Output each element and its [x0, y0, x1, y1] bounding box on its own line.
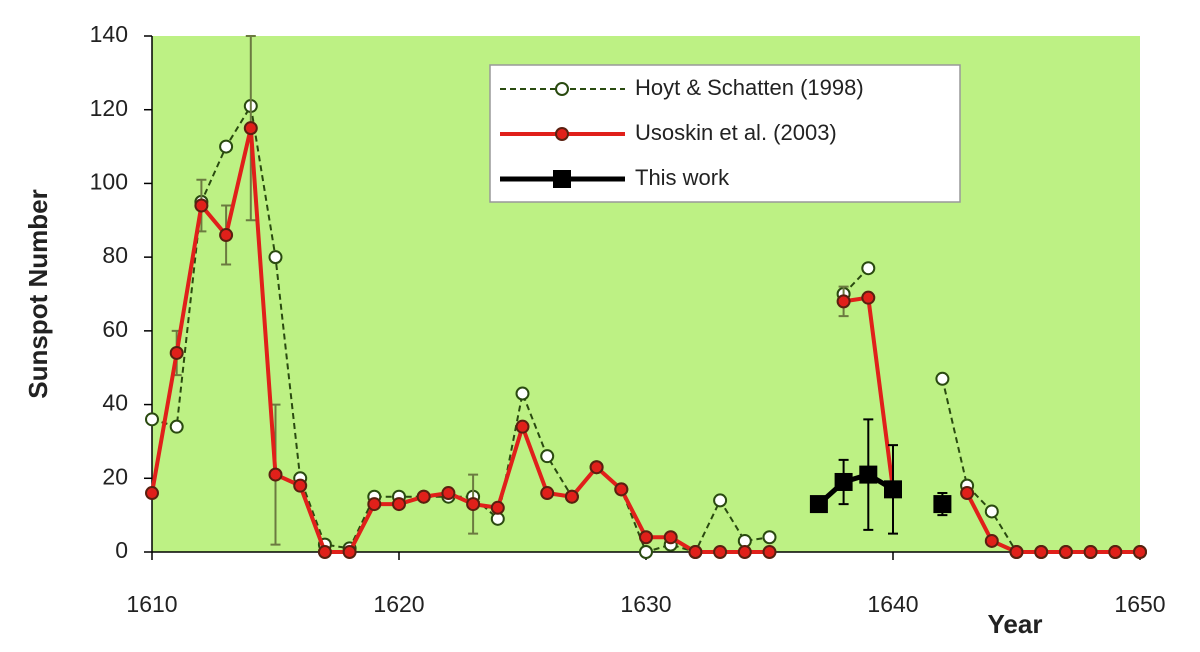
data-point: [935, 371, 950, 386]
data-point: [1133, 545, 1147, 559]
x-axis-title: Year: [988, 609, 1043, 639]
y-tick-label: 0: [115, 537, 128, 563]
data-point: [639, 545, 653, 559]
data-point: [1009, 545, 1024, 559]
data-point: [663, 530, 678, 545]
data-point: [564, 489, 579, 504]
data-point: [1058, 545, 1073, 559]
data-point: [515, 386, 530, 401]
data-point: [466, 497, 481, 512]
data-point: [762, 545, 777, 559]
data-point: [861, 290, 876, 305]
legend-marker: [553, 170, 571, 188]
data-point: [169, 419, 184, 434]
data-point: [416, 489, 431, 504]
data-point: [1108, 545, 1123, 559]
data-point: [688, 545, 703, 559]
data-point: [317, 545, 332, 559]
data-point: [441, 486, 456, 501]
data-point: [589, 460, 604, 475]
data-point: [169, 345, 184, 360]
x-tick-label: 1610: [126, 591, 177, 617]
data-point: [219, 228, 234, 243]
data-point: [713, 545, 728, 559]
data-point: [809, 495, 828, 514]
data-point: [884, 480, 902, 499]
data-point: [1034, 545, 1049, 559]
y-tick-label: 100: [90, 169, 128, 195]
data-point: [540, 486, 555, 501]
y-tick-label: 80: [102, 242, 128, 268]
y-axis-title: Sunspot Number: [23, 189, 53, 398]
legend-marker: [555, 82, 569, 96]
y-tick-label: 140: [90, 21, 128, 47]
data-point: [639, 530, 653, 545]
data-point: [834, 472, 853, 491]
legend-marker: [555, 127, 569, 141]
x-tick-label: 1640: [867, 591, 918, 617]
data-point: [984, 504, 999, 519]
data-point: [713, 493, 728, 508]
data-point: [737, 545, 752, 559]
y-tick-label: 120: [90, 95, 128, 121]
data-point: [490, 500, 505, 515]
legend-label: This work: [635, 165, 730, 190]
y-tick-label: 20: [102, 463, 128, 489]
data-point: [219, 139, 234, 154]
data-point: [194, 198, 209, 213]
data-point: [1083, 545, 1098, 559]
data-point: [243, 121, 258, 136]
data-point: [614, 482, 629, 497]
data-point: [392, 497, 406, 512]
y-tick-label: 40: [102, 390, 128, 416]
data-point: [933, 495, 952, 514]
x-tick-label: 1620: [373, 591, 424, 617]
y-tick-label: 60: [102, 316, 128, 342]
data-point: [515, 419, 530, 434]
data-point: [984, 533, 999, 548]
data-point: [960, 486, 975, 501]
data-point: [836, 294, 851, 309]
legend-label: Hoyt & Schatten (1998): [635, 75, 864, 100]
data-point: [859, 465, 878, 484]
data-point: [367, 497, 382, 512]
data-point: [145, 486, 159, 501]
data-point: [268, 467, 283, 482]
x-tick-label: 1630: [620, 591, 671, 617]
data-point: [342, 545, 357, 559]
data-point: [861, 261, 876, 276]
data-point: [762, 530, 777, 545]
data-point: [145, 412, 159, 427]
legend-label: Usoskin et al. (2003): [635, 120, 837, 145]
data-point: [540, 449, 555, 464]
data-point: [293, 478, 308, 493]
x-tick-label: 1650: [1114, 591, 1165, 617]
data-point: [268, 250, 283, 265]
